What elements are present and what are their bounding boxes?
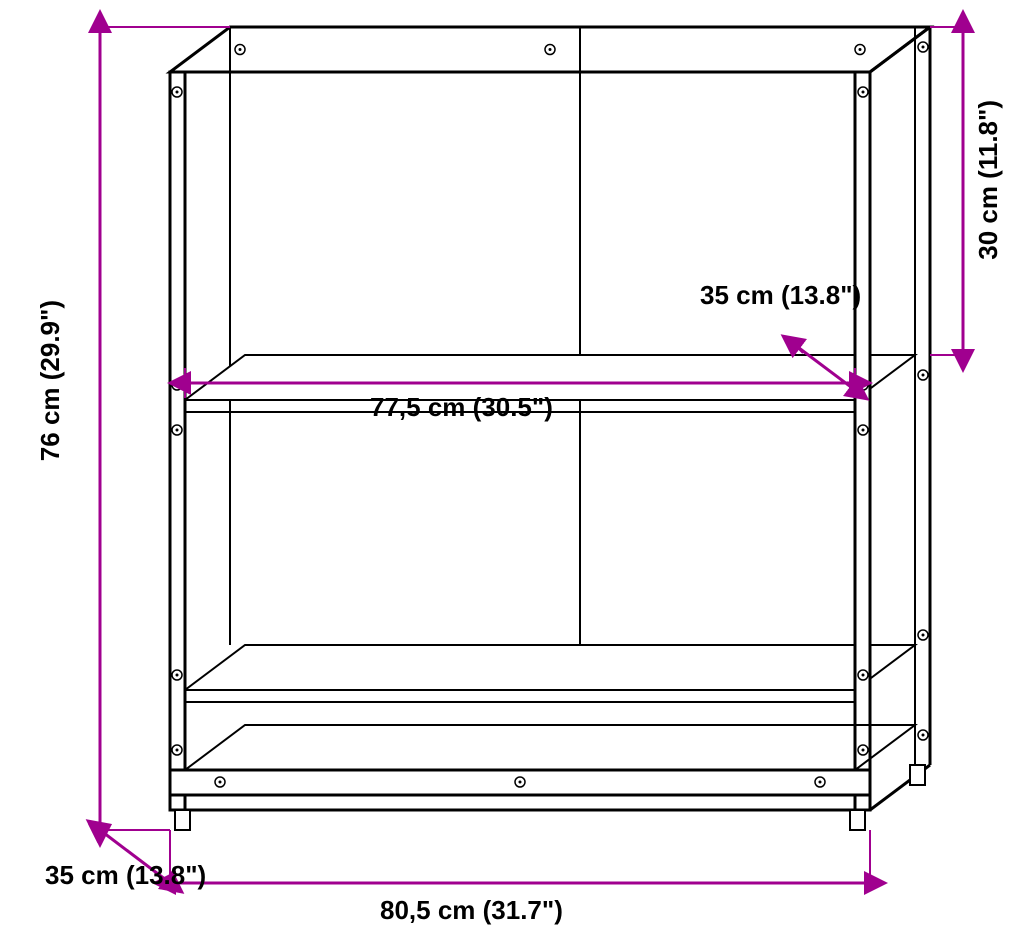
- label-height: 76 cm (29.9"): [35, 300, 66, 461]
- label-shelf-depth: 35 cm (13.8"): [700, 280, 861, 311]
- label-top-section: 30 cm (11.8"): [973, 100, 1004, 260]
- label-depth-bottom: 35 cm (13.8"): [45, 860, 206, 891]
- furniture-drawing: [0, 0, 1020, 938]
- diagram-stage: 76 cm (29.9") 35 cm (13.8") 80,5 cm (31.…: [0, 0, 1020, 938]
- label-shelf-width: 77,5 cm (30.5"): [370, 392, 553, 423]
- label-width-bottom: 80,5 cm (31.7"): [380, 895, 563, 926]
